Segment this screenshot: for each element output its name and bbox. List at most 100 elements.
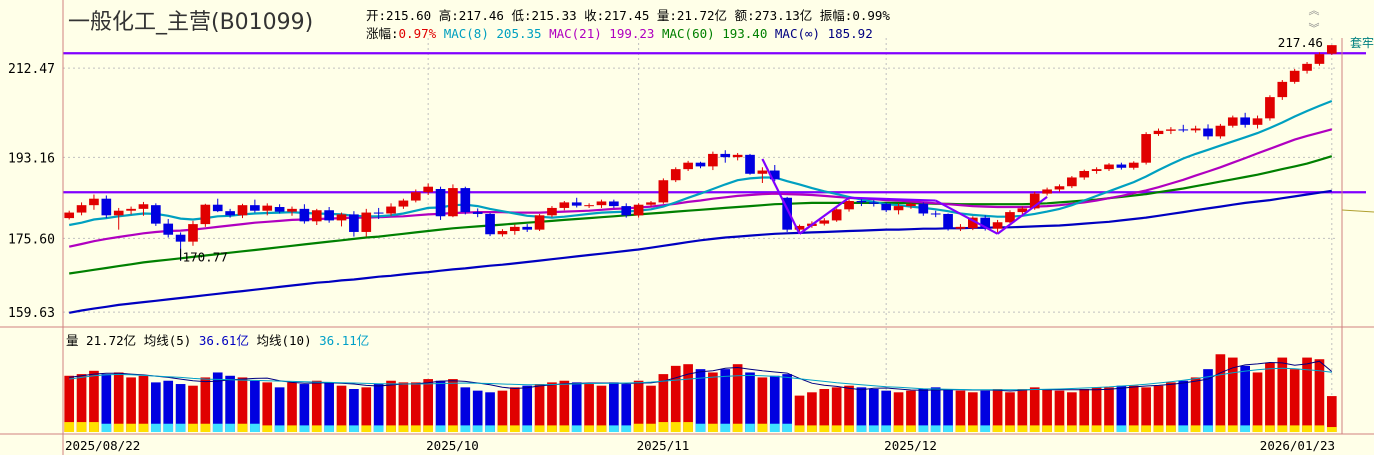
candle-53 bbox=[720, 150, 731, 163]
scroll-up-icon[interactable]: ︽ bbox=[1308, 4, 1320, 17]
volume-sub-rect-21 bbox=[324, 425, 334, 432]
candle-body-20 bbox=[311, 210, 322, 222]
candle-31 bbox=[448, 184, 458, 218]
candle-69 bbox=[918, 202, 929, 216]
y-tick-label-0: 212.47 bbox=[8, 62, 55, 77]
volume-bar-27 bbox=[398, 382, 409, 432]
volume-bar-14 bbox=[237, 377, 248, 432]
y-tick-label-2: 175.60 bbox=[8, 232, 55, 247]
candle-46 bbox=[633, 203, 644, 218]
candle-body-94 bbox=[1227, 117, 1238, 126]
candle-body-55 bbox=[745, 154, 755, 174]
candle-15 bbox=[250, 199, 260, 213]
volume-sub-rect-76 bbox=[1005, 425, 1015, 432]
volume-rect-87 bbox=[1141, 387, 1151, 432]
volume-sub-rect-0 bbox=[64, 422, 75, 432]
volume-sub-rect-34 bbox=[485, 425, 495, 432]
volume-bar-83 bbox=[1091, 387, 1102, 432]
candle-5 bbox=[126, 206, 136, 215]
y-tick-label-3: 159.63 bbox=[8, 306, 55, 321]
candle-20 bbox=[311, 208, 322, 226]
candle-32 bbox=[460, 186, 471, 215]
candle-82 bbox=[1079, 169, 1090, 180]
x-tick-label-1: 2025/10 bbox=[426, 438, 479, 453]
annotation-label-1: 217.46 bbox=[1278, 35, 1323, 50]
volume-rect-84 bbox=[1104, 387, 1114, 432]
trend-line-4 bbox=[996, 195, 1048, 235]
volume-rect-97 bbox=[1265, 362, 1275, 432]
volume-sub-rect-49 bbox=[670, 422, 681, 432]
volume-rect-56 bbox=[757, 377, 768, 432]
candle-body-90 bbox=[1178, 129, 1189, 131]
volume-bar-78 bbox=[1029, 387, 1040, 432]
candle-body-79 bbox=[1042, 189, 1052, 194]
candle-16 bbox=[262, 203, 273, 216]
candle-body-31 bbox=[448, 188, 458, 217]
volume-rect-45 bbox=[621, 384, 632, 432]
volume-bar-41 bbox=[571, 382, 582, 432]
volume-sub-rect-67 bbox=[893, 425, 904, 432]
candle-body-86 bbox=[1128, 162, 1139, 168]
amt-value: 273.13亿 bbox=[754, 8, 813, 23]
volume-sub-rect-83 bbox=[1091, 425, 1102, 432]
volume-sub-rect-23 bbox=[349, 425, 359, 432]
volume-sub-rect-100 bbox=[1302, 425, 1312, 432]
volume-rect-33 bbox=[472, 390, 483, 432]
candle-body-21 bbox=[324, 210, 334, 221]
candle-body-33 bbox=[472, 212, 483, 214]
volume-bar-85 bbox=[1116, 385, 1127, 432]
volume-sub-rect-12 bbox=[212, 423, 223, 432]
candle-body-40 bbox=[559, 202, 570, 208]
candle-body-32 bbox=[460, 188, 471, 213]
mac-inf-line bbox=[68, 189, 1332, 314]
volume-bar-4 bbox=[113, 372, 124, 432]
chart-title: 一般化工_主营(B01099) bbox=[68, 10, 314, 35]
volume-rect-47 bbox=[646, 385, 656, 432]
volume-sub-rect-96 bbox=[1252, 425, 1263, 432]
volume-rect-55 bbox=[745, 372, 755, 432]
candle-body-54 bbox=[732, 154, 743, 158]
candle-body-10 bbox=[188, 224, 198, 242]
volume-sub-rect-87 bbox=[1141, 425, 1151, 432]
volume-bar-61 bbox=[819, 389, 830, 432]
volume-sub-rect-50 bbox=[683, 422, 693, 432]
volume-rect-74 bbox=[980, 390, 991, 432]
volume-sub-rect-62 bbox=[831, 425, 842, 432]
volume-bar-9 bbox=[175, 384, 186, 432]
candle-body-56 bbox=[757, 170, 768, 174]
volume-sub-rect-18 bbox=[287, 425, 297, 432]
volume-bar-15 bbox=[250, 380, 260, 432]
candle-72 bbox=[955, 224, 966, 232]
volume-sub-rect-8 bbox=[163, 423, 174, 432]
volume-sub-rect-1 bbox=[76, 422, 87, 432]
volume-rect-42 bbox=[584, 384, 594, 432]
candle-body-74 bbox=[980, 217, 991, 229]
volume-bar-58 bbox=[782, 374, 792, 432]
volume-bar-50 bbox=[683, 364, 693, 432]
volume-sub-rect-65 bbox=[868, 425, 879, 432]
volume-sub-rect-55 bbox=[745, 423, 755, 432]
candle-92 bbox=[1203, 124, 1213, 140]
scroll-down-icon[interactable]: ︾ bbox=[1308, 22, 1320, 35]
volume-sub-rect-54 bbox=[732, 423, 743, 432]
candle-body-93 bbox=[1215, 125, 1226, 137]
amp-value: 0.99% bbox=[852, 8, 890, 23]
low-value: 215.33 bbox=[531, 8, 577, 23]
candle-body-25 bbox=[373, 212, 384, 214]
volume-rect-53 bbox=[720, 369, 731, 432]
volume-bar-30 bbox=[435, 380, 446, 432]
volume-rect-52 bbox=[708, 372, 718, 432]
volume-rect-57 bbox=[769, 375, 780, 432]
volume-bar-67 bbox=[893, 392, 904, 432]
volume-sub-rect-78 bbox=[1029, 425, 1040, 432]
volume-ma10-line bbox=[69, 367, 1332, 391]
volume-bar-96 bbox=[1252, 372, 1263, 432]
volume-sub-rect-63 bbox=[844, 425, 854, 432]
volume-rect-11 bbox=[200, 377, 211, 432]
volume-sub-rect-7 bbox=[151, 423, 161, 432]
volume-sub-rect-73 bbox=[968, 425, 978, 432]
volume-sub-rect-102 bbox=[1326, 427, 1337, 432]
volume-bar-35 bbox=[497, 390, 508, 432]
volume-bar-64 bbox=[856, 387, 867, 432]
chg-label: 涨幅: bbox=[366, 26, 399, 41]
